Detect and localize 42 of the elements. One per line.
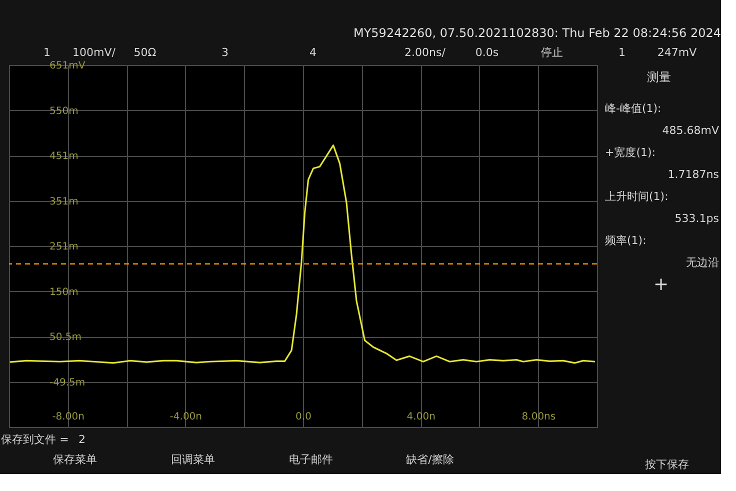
line-series — [9, 144, 596, 364]
text: 频率(1): — [605, 234, 646, 247]
text: 2.00ns/ — [404, 46, 446, 59]
x-tick-label: 8.00ns — [522, 412, 556, 422]
y-tick-label: 550m — [50, 106, 78, 117]
text: 100mV/ — [72, 46, 116, 59]
text: 3 — [222, 46, 228, 59]
text: 保存菜单 — [53, 453, 97, 466]
y-tick-label: -49.5m — [50, 377, 86, 388]
text: 无边沿 — [686, 256, 719, 269]
x-tick-label: -8.00n — [52, 412, 84, 422]
x-tick-label: 4.00n — [406, 412, 436, 422]
text: 0.0s — [475, 46, 499, 59]
chart-title: MY59242260, 07.50.2021102830: Thu Feb 22 08:24:56 2024 — [353, 26, 721, 40]
text: 4 — [310, 46, 316, 59]
x-tick-label: 0.0 — [296, 412, 312, 422]
text: 测量 — [647, 70, 671, 84]
text: 2 — [78, 433, 86, 446]
text: 1.7187ns — [668, 168, 720, 181]
x-tick-label: -4.00n — [170, 412, 202, 422]
text: + — [653, 274, 669, 295]
y-tick-label: 150m — [50, 286, 78, 298]
y-tick-label: 651mV — [50, 60, 86, 72]
y-tick-label: 50.5m — [50, 332, 82, 343]
text: +宽度(1): — [605, 146, 656, 159]
text: 停止 — [541, 46, 563, 59]
text: 保存到文件 = — [1, 433, 69, 446]
text: 缺省/擦除 — [406, 453, 454, 466]
text: 247mV — [657, 46, 698, 59]
y-tick-label: 351m — [50, 196, 78, 208]
text: 1 — [44, 46, 50, 59]
text: 电子邮件 — [289, 453, 333, 466]
text: 485.68mV — [662, 124, 720, 137]
y-tick-label: 451m — [50, 151, 78, 162]
text: 峰-峰值(1): — [605, 102, 662, 115]
text: 按下保存 — [645, 458, 689, 471]
text: 回调菜单 — [171, 453, 215, 466]
text: 533.1ps — [674, 212, 720, 225]
text: 50Ω — [134, 46, 156, 59]
y-tick-label: 251m — [50, 242, 78, 252]
text: 上升时间(1): — [605, 190, 668, 203]
text: 1 — [618, 46, 626, 59]
